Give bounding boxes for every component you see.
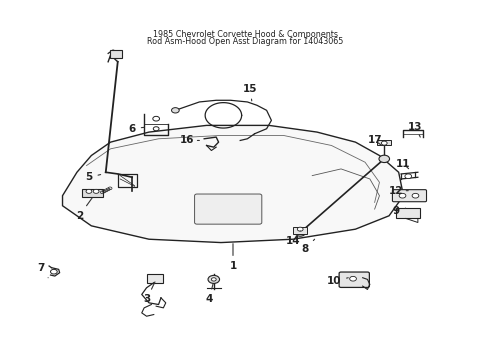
Text: 4: 4: [205, 284, 213, 305]
Circle shape: [93, 189, 99, 193]
Text: 14: 14: [286, 231, 300, 246]
FancyBboxPatch shape: [339, 272, 369, 287]
Text: 13: 13: [408, 122, 423, 137]
Text: 5: 5: [85, 172, 100, 182]
Bar: [147, 274, 163, 283]
Circle shape: [297, 227, 303, 231]
Circle shape: [172, 108, 179, 113]
Text: 6: 6: [128, 124, 144, 134]
Text: 16: 16: [180, 135, 199, 145]
Text: 8: 8: [301, 239, 315, 254]
Circle shape: [153, 127, 159, 131]
Text: 17: 17: [368, 135, 382, 145]
Text: 7: 7: [37, 263, 48, 278]
Text: 11: 11: [396, 159, 411, 169]
Polygon shape: [63, 125, 403, 243]
Text: 15: 15: [243, 84, 257, 101]
Text: 10: 10: [327, 276, 348, 286]
Circle shape: [399, 193, 406, 198]
Circle shape: [295, 229, 305, 236]
Circle shape: [350, 276, 356, 281]
FancyBboxPatch shape: [392, 190, 426, 202]
Bar: [396, 208, 420, 219]
Circle shape: [379, 155, 390, 163]
Bar: [293, 227, 307, 234]
Circle shape: [381, 141, 387, 145]
Circle shape: [405, 174, 412, 179]
FancyBboxPatch shape: [195, 194, 262, 224]
Text: 12: 12: [389, 186, 408, 196]
Circle shape: [412, 193, 419, 198]
Bar: [82, 189, 103, 197]
Text: 3: 3: [143, 282, 155, 305]
Text: 1985 Chevrolet Corvette Hood & Components: 1985 Chevrolet Corvette Hood & Component…: [152, 30, 338, 39]
Text: 2: 2: [76, 198, 92, 221]
Text: Rod Asm-Hood Open Asst Diagram for 14043065: Rod Asm-Hood Open Asst Diagram for 14043…: [147, 37, 343, 46]
Bar: [110, 50, 122, 58]
Bar: [377, 140, 392, 145]
Text: 9: 9: [392, 206, 406, 216]
Text: 1: 1: [229, 244, 237, 271]
Circle shape: [153, 116, 160, 121]
Circle shape: [86, 189, 92, 193]
Circle shape: [208, 275, 220, 283]
Circle shape: [211, 278, 216, 281]
